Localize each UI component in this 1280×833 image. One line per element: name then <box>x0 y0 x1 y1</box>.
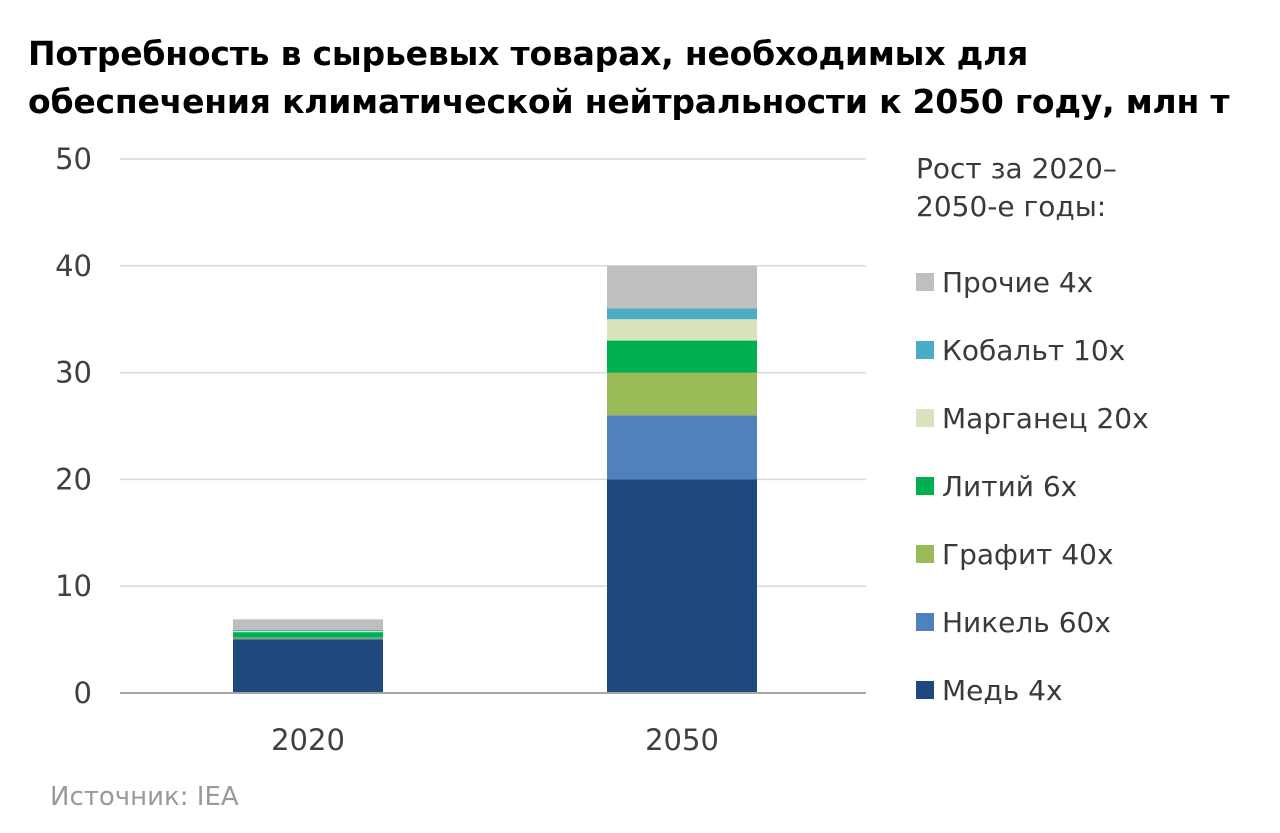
legend-swatch <box>916 409 934 427</box>
y-tick-label: 0 <box>74 676 92 710</box>
bar-segment-2050-кобальт <box>607 308 757 320</box>
bar-segment-2020-марганец <box>233 631 383 633</box>
source-note: Источник: IEA <box>50 782 239 812</box>
legend-item: Никель 60x <box>916 588 1276 656</box>
y-tick-label: 20 <box>55 462 92 496</box>
legend-swatch <box>916 273 934 291</box>
bar-segment-2020-литий <box>233 632 383 638</box>
bar-segment-2050-прочие <box>607 265 757 309</box>
legend-label: Литий 6x <box>942 469 1078 503</box>
bar-stack-2020 <box>233 619 383 693</box>
bar-segment-2020-медь <box>233 639 383 693</box>
bar-segment-2050-никель <box>607 415 757 480</box>
bar-segment-2020-никель <box>233 638 383 640</box>
legend-label: Кобальт 10x <box>942 333 1126 367</box>
bar-segment-2020-кобальт <box>233 629 383 632</box>
legend-item: Литий 6x <box>916 452 1276 520</box>
legend-title: Рост за 2020– 2050-е годы: <box>916 152 1117 223</box>
legend-label: Никель 60x <box>942 605 1111 639</box>
bar-segment-2050-марганец <box>607 319 757 341</box>
bar-stack-2050 <box>607 265 757 693</box>
chart-legend: Рост за 2020– 2050-е годы: Прочие 4x Коба… <box>916 150 1276 724</box>
bar-segment-2050-медь <box>607 479 757 693</box>
legend-label: Графит 40x <box>942 537 1114 571</box>
legend-label: Медь 4x <box>942 673 1063 707</box>
x-tick-label: 2050 <box>645 723 719 757</box>
y-tick-label: 50 <box>55 142 92 176</box>
legend-swatch <box>916 341 934 359</box>
legend-item: Графит 40x <box>916 520 1276 588</box>
legend-swatch <box>916 681 934 699</box>
legend-swatch <box>916 477 934 495</box>
chart-title-line-1: Потребность в сырьевых товарах, необходи… <box>28 34 1029 73</box>
legend-item: Прочие 4x <box>916 248 1276 316</box>
legend-item: Марганец 20x <box>916 384 1276 452</box>
y-tick-label: 10 <box>55 569 92 603</box>
legend-label: Марганец 20x <box>942 401 1149 435</box>
legend-item: Медь 4x <box>916 656 1276 724</box>
bar-segment-2050-литий <box>607 340 757 373</box>
legend-label: Прочие 4x <box>942 265 1094 299</box>
bar-segment-2020-прочие <box>233 619 383 630</box>
legend-item: Кобальт 10x <box>916 316 1276 384</box>
legend-swatch <box>916 545 934 563</box>
x-tick-label: 2020 <box>271 723 345 757</box>
y-tick-label: 40 <box>55 249 92 283</box>
chart-title: Потребность в сырьевых товарах, необходи… <box>28 30 1268 126</box>
chart-title-line-2: обеспечения климатической нейтральности … <box>28 82 1230 121</box>
bar-segment-2050-графит <box>607 372 757 416</box>
legend-swatch <box>916 613 934 631</box>
y-tick-label: 30 <box>55 356 92 390</box>
bar-segment-2020-графит <box>233 637 383 639</box>
legend-items: Прочие 4x Кобальт 10x Марганец 20x Литий 6x… <box>916 248 1276 724</box>
